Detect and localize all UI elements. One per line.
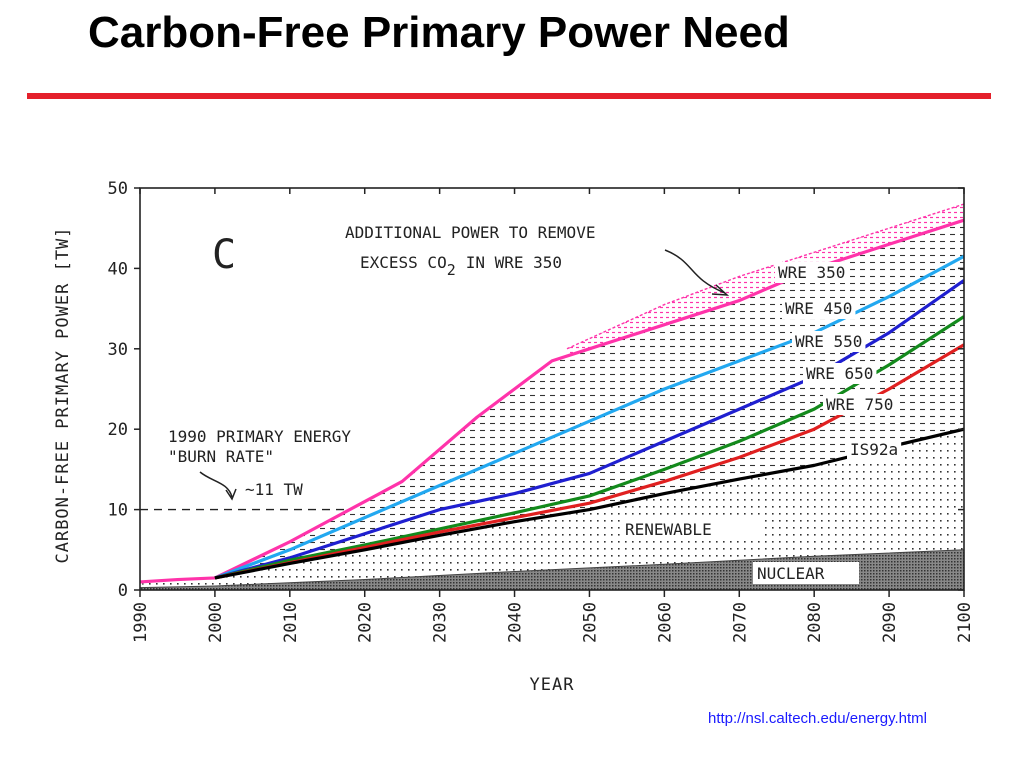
series-label-wre-550: WRE 550: [795, 332, 862, 351]
series-label-bg: [803, 363, 877, 384]
annotation-burn-rate-line2: "BURN RATE": [168, 447, 274, 466]
annotation-excess-co2-suffix: IN WRE 350: [466, 253, 562, 272]
annotation-arrow-co2: [664, 249, 726, 294]
nuclear-label-bg: [753, 562, 859, 584]
series-label-wre-750: WRE 750: [826, 395, 893, 414]
annotation-arrowhead-co2: [711, 284, 730, 296]
annotation-excess-co2-prefix: EXCESS CO: [360, 253, 447, 272]
y-tick-label: 0: [118, 581, 128, 601]
annotation-excess-co2: EXCESS CO2 IN WRE 350: [360, 253, 562, 279]
annotation-renewable: RENEWABLE: [625, 520, 712, 539]
annotation-burn-rate-line1: 1990 PRIMARY ENERGY: [168, 427, 351, 446]
series-line-is92a: [214, 427, 964, 580]
series-label-bg: [782, 298, 856, 319]
series-line-wre-750: [214, 343, 964, 580]
nuclear-boundary: [140, 549, 964, 589]
annotation-additional-power: ADDITIONAL POWER TO REMOVE: [345, 223, 595, 242]
panel-label: C: [212, 232, 236, 278]
series-label-bg: [775, 262, 849, 283]
x-tick-label: 2020: [356, 602, 376, 643]
annotation-11tw: ~11 TW: [245, 480, 303, 499]
annotation-nuclear: NUCLEAR: [757, 564, 825, 583]
region-additional-power: [566, 204, 964, 357]
x-tick-label: 2050: [580, 602, 600, 643]
series-label-bg: [847, 439, 902, 460]
x-tick-label: 2060: [655, 602, 675, 643]
y-tick-label: 10: [108, 501, 128, 521]
annotation-arrow-burn-rate: [199, 471, 233, 498]
x-tick-label: 2030: [431, 602, 451, 643]
x-tick-label: 2100: [955, 602, 975, 643]
x-tick-label: 2080: [805, 602, 825, 643]
page-title: Carbon-Free Primary Power Need: [88, 8, 790, 57]
source-link[interactable]: http://nsl.caltech.edu/energy.html: [708, 710, 928, 727]
renewable-label-bg: [620, 518, 760, 540]
annotation-arrowhead-burn-rate: [225, 488, 237, 501]
series-line-wre-550: [214, 279, 964, 580]
series-label-is92a: IS92a: [850, 440, 898, 459]
series-label-bg: [823, 394, 897, 415]
x-tick-label: 2040: [506, 602, 526, 643]
y-tick-label: 40: [108, 259, 128, 279]
x-tick-label: 2010: [281, 602, 301, 643]
annotation-excess-co2-sub: 2: [447, 261, 456, 279]
y-axis-label: CARBON-FREE PRIMARY POWER [TW]: [53, 226, 73, 563]
series-line-wre-450: [214, 254, 964, 580]
x-tick-label: 2070: [730, 602, 750, 643]
plot-frame: [139, 187, 965, 591]
y-tick-label: 30: [108, 340, 128, 360]
y-tick-label: 20: [108, 420, 128, 440]
title-divider: [27, 93, 991, 99]
x-tick-label: 2000: [206, 602, 226, 643]
y-tick-label: 50: [108, 179, 128, 199]
region-renewable: [140, 429, 964, 590]
x-tick-label: 2090: [880, 602, 900, 643]
x-tick-label: 1990: [131, 602, 151, 643]
x-axis-label: YEAR: [530, 675, 575, 695]
series-label-wre-350: WRE 350: [778, 263, 845, 282]
series-label-wre-450: WRE 450: [785, 299, 852, 318]
series-label-wre-650: WRE 650: [806, 364, 873, 383]
series-label-bg: [792, 331, 866, 352]
